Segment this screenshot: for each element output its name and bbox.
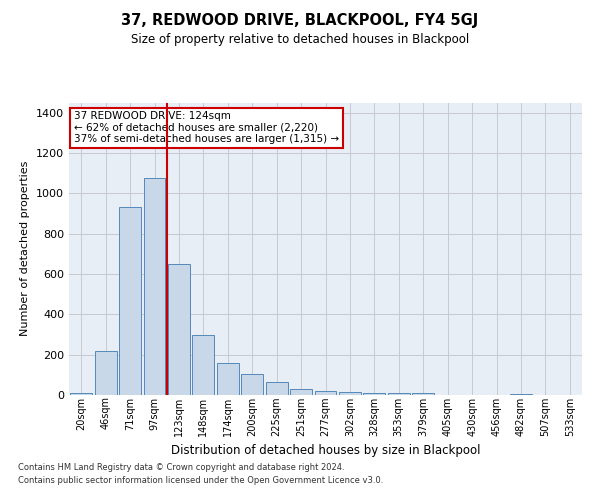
Bar (168, 264, 190, 395)
Text: 37, REDWOOD DRIVE, BLACKPOOL, FY4 5GJ: 37, REDWOOD DRIVE, BLACKPOOL, FY4 5GJ (121, 12, 479, 28)
Bar (143, 178, 166, 395)
Text: Contains public sector information licensed under the Open Government Licence v3: Contains public sector information licen… (18, 476, 383, 485)
Bar (70, 393, 92, 395)
Bar (193, 336, 214, 395)
Bar (388, 394, 410, 395)
Bar (339, 392, 361, 395)
Bar (290, 389, 312, 395)
Bar (119, 208, 141, 395)
Bar (266, 382, 287, 395)
Bar (314, 391, 337, 395)
Bar (510, 394, 532, 395)
Bar (95, 350, 116, 395)
Bar (364, 393, 385, 395)
X-axis label: Distribution of detached houses by size in Blackpool: Distribution of detached houses by size … (171, 444, 480, 457)
Bar (412, 394, 434, 395)
Text: Contains HM Land Registry data © Crown copyright and database right 2024.: Contains HM Land Registry data © Crown c… (18, 462, 344, 471)
Text: Size of property relative to detached houses in Blackpool: Size of property relative to detached ho… (131, 32, 469, 46)
Y-axis label: Number of detached properties: Number of detached properties (20, 161, 31, 336)
Text: 37 REDWOOD DRIVE: 124sqm
← 62% of detached houses are smaller (2,220)
37% of sem: 37 REDWOOD DRIVE: 124sqm ← 62% of detach… (74, 112, 339, 144)
Bar (217, 362, 239, 395)
Bar (241, 374, 263, 395)
